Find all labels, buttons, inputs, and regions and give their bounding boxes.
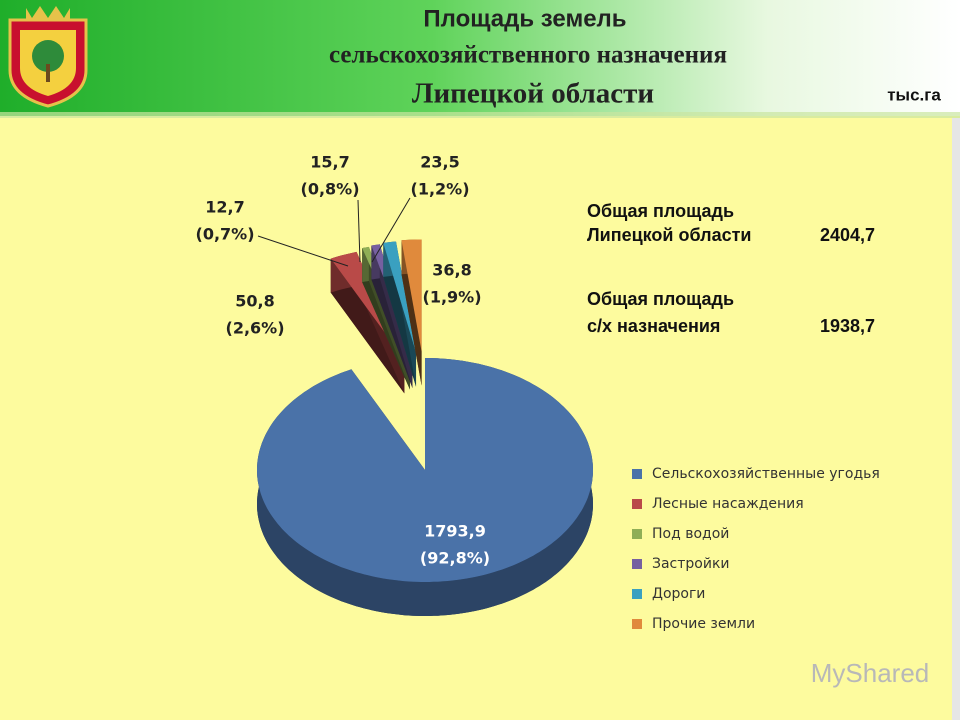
legend-swatch	[632, 559, 642, 569]
legend-label: Застройки	[652, 556, 730, 572]
slice	[401, 239, 422, 352]
title-line: Липецкой области	[412, 78, 654, 110]
annotation-text: Липецкой области	[587, 225, 751, 245]
slice	[383, 241, 417, 353]
pie	[257, 239, 593, 616]
leader-line	[371, 197, 411, 263]
legend-label: Прочие земли	[652, 616, 755, 632]
title-line: Площадь земель	[423, 5, 626, 32]
value-label: 15,7	[310, 153, 349, 172]
legend-label: Под водой	[652, 526, 729, 542]
annotation-text: Общая площадь	[587, 289, 734, 309]
value-label: 50,8	[235, 292, 274, 311]
value-label: 36,8	[432, 261, 471, 280]
legend-label: Лесные насаждения	[652, 496, 804, 512]
value-label: 12,7	[205, 198, 244, 217]
title-line: сельскохозяйственного назначения	[329, 42, 727, 69]
annotation-text: Общая площадь	[587, 201, 734, 221]
unit: тыс.га	[887, 85, 941, 104]
legend-swatch	[632, 589, 642, 599]
value-label: 23,5	[420, 153, 459, 172]
annotation-text: с/х назначения	[587, 316, 720, 336]
legend-label: Сельскохозяйственные угодья	[652, 466, 880, 482]
legend-swatch	[632, 469, 642, 479]
header-shadow	[0, 112, 960, 118]
annotation-value: 1938,7	[820, 316, 875, 336]
percent-label: (92,8%)	[420, 549, 490, 568]
coat-of-arms	[8, 6, 88, 108]
legend-swatch	[632, 619, 642, 629]
annotation-value: 2404,7	[820, 225, 875, 245]
percent-label: (2,6%)	[226, 319, 285, 338]
percent-label: (0,7%)	[196, 225, 255, 244]
header-band	[0, 0, 960, 116]
percent-label: (0,8%)	[301, 180, 360, 199]
side-face	[330, 258, 405, 394]
leader-line	[357, 199, 361, 263]
watermark: MyShared	[811, 658, 930, 688]
value-label: 1793,9	[424, 522, 486, 541]
side-face	[401, 240, 422, 386]
legend-swatch	[632, 499, 642, 509]
edge	[952, 118, 960, 720]
side-face	[383, 242, 417, 387]
percent-label: (1,9%)	[423, 288, 482, 307]
percent-label: (1,2%)	[411, 180, 470, 199]
legend-label: Дороги	[652, 586, 705, 602]
leader-line	[257, 235, 349, 267]
slice	[257, 358, 593, 582]
legend-swatch	[632, 529, 642, 539]
